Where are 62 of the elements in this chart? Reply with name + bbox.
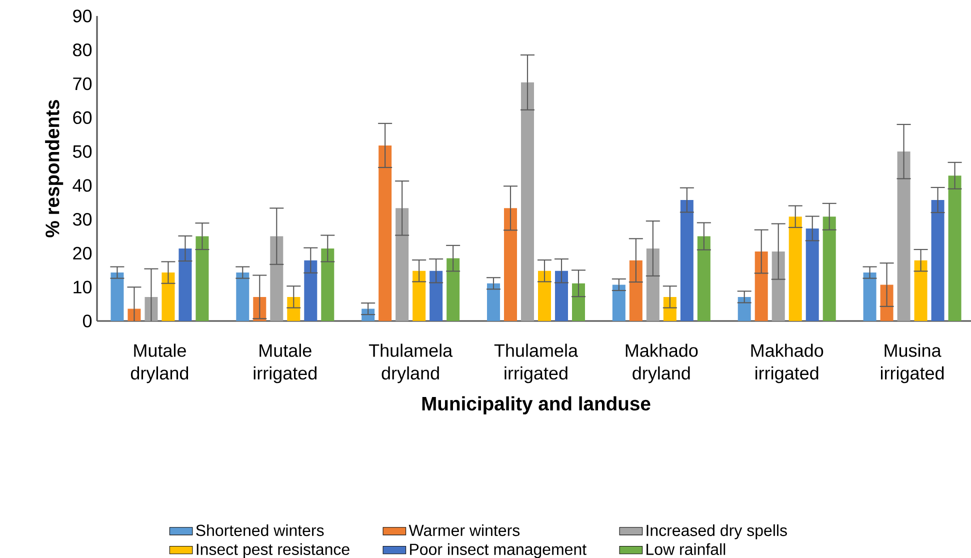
bar: [822, 216, 836, 322]
x-tick-label: Musina irrigated: [880, 344, 944, 384]
bar: [612, 284, 626, 322]
bar: [378, 145, 392, 322]
x-tick-label: Mutale irrigated: [254, 344, 316, 384]
x-tick-label: Thulamela irrigated: [494, 344, 578, 384]
bar: [110, 272, 124, 322]
bar: [178, 248, 192, 322]
y-tick-label: 10: [74, 280, 92, 294]
bar: [504, 208, 517, 322]
legend-label: Poor insect management: [410, 543, 586, 558]
y-tick-label: 20: [73, 246, 92, 260]
bar: [738, 296, 751, 322]
bar: [487, 283, 500, 322]
x-axis-title: Municipality and landuse: [422, 396, 650, 414]
bar: [555, 270, 568, 322]
legend-label: Warmer winters: [408, 524, 520, 536]
x-tick-label: Makhado irrigated: [751, 344, 824, 384]
legend-label: Insect pest resistance: [196, 543, 350, 558]
bar: [863, 272, 876, 322]
bar: [162, 272, 175, 322]
y-tick-label: 30: [72, 212, 92, 226]
y-tick-label: 40: [72, 179, 92, 192]
bar: [788, 216, 802, 322]
bar: [412, 270, 426, 322]
bar: [572, 283, 585, 322]
legend-label: Low rainfall: [646, 543, 726, 556]
bar: [663, 296, 676, 322]
bar: [446, 258, 460, 322]
x-tick-label: Makhado dryland: [626, 344, 698, 384]
legend-label: Increased dry spells: [646, 524, 787, 540]
bar: [754, 252, 768, 322]
y-tick-label: 50: [72, 145, 92, 158]
bar: [396, 208, 409, 322]
bar: [521, 82, 534, 322]
x-tick-label: Thulamela dryland: [368, 344, 453, 384]
y-axis-title: % respondents: [45, 100, 64, 238]
bar: [772, 252, 785, 322]
bar: [931, 200, 944, 322]
y-tick-label: 80: [73, 44, 92, 56]
bar: [629, 260, 642, 322]
bar: [680, 200, 694, 322]
bar: [196, 236, 209, 322]
y-tick-label: 70: [73, 77, 92, 90]
y-tick-label: 60: [73, 111, 92, 124]
bar: [646, 248, 660, 322]
bar: [236, 272, 250, 322]
bar: [321, 248, 334, 322]
y-tick-label: 90: [73, 10, 92, 22]
bar: [270, 236, 284, 322]
bar: [304, 260, 318, 322]
bar: [538, 270, 551, 322]
bar: [806, 228, 819, 322]
bar: [897, 152, 910, 322]
bar: [430, 270, 443, 322]
bar: [697, 236, 710, 322]
bar: [287, 296, 300, 322]
legend-label: Shortened winters: [196, 524, 324, 536]
x-tick-label: Mutale dryland: [130, 344, 188, 384]
y-tick-label: 0: [82, 314, 92, 328]
bar: [914, 260, 928, 322]
bar: [948, 176, 962, 322]
